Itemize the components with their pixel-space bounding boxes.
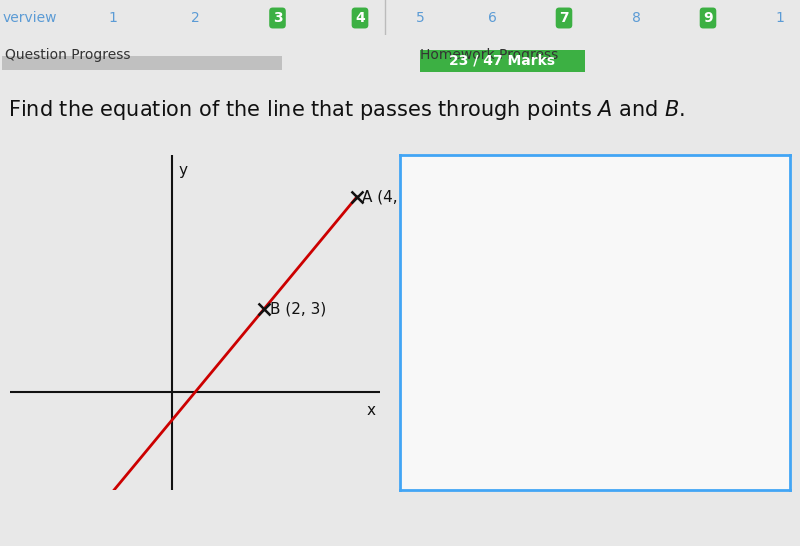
Text: 1: 1 xyxy=(775,11,785,25)
Bar xyxy=(2,56,282,70)
Text: 8: 8 xyxy=(631,11,641,25)
Text: A (4, 7): A (4, 7) xyxy=(362,189,418,204)
Text: 4: 4 xyxy=(355,11,365,25)
Text: Find the equation of the line that passes through points $\it{A}$ and $\it{B}$.: Find the equation of the line that passe… xyxy=(8,98,685,122)
Text: 9: 9 xyxy=(703,11,713,25)
Text: 1: 1 xyxy=(108,11,117,25)
Text: B (2, 3): B (2, 3) xyxy=(270,301,326,316)
Text: 2: 2 xyxy=(190,11,199,25)
Text: x: x xyxy=(366,403,375,418)
Text: 6: 6 xyxy=(487,11,497,25)
Text: 3: 3 xyxy=(273,11,282,25)
Text: verview: verview xyxy=(2,11,58,25)
Bar xyxy=(420,50,585,72)
Text: 5: 5 xyxy=(416,11,424,25)
Text: Homework Progress: Homework Progress xyxy=(420,48,558,62)
Text: 7: 7 xyxy=(559,11,569,25)
Text: 23 / 47 Marks: 23 / 47 Marks xyxy=(449,54,555,68)
Text: y: y xyxy=(179,163,188,179)
Text: Question Progress: Question Progress xyxy=(5,48,130,62)
